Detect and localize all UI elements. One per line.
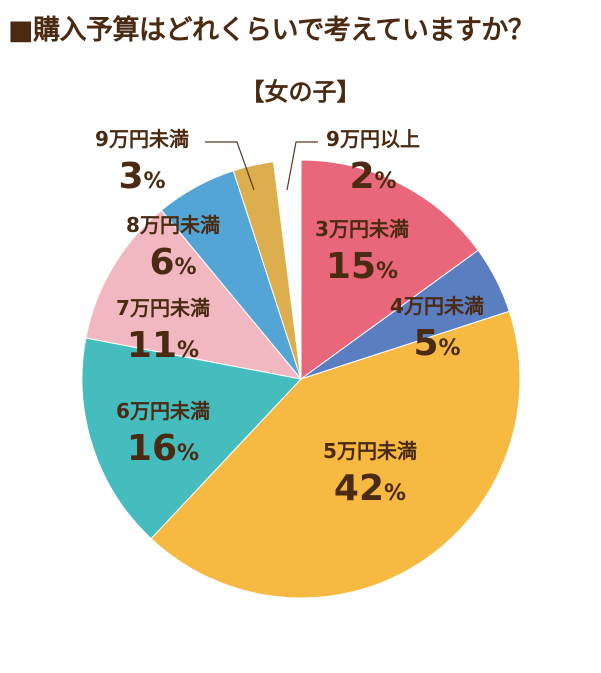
slice-label: 8万円未満 bbox=[126, 213, 220, 237]
pie-slices bbox=[81, 159, 521, 599]
slice-label: 7万円未満 bbox=[116, 296, 210, 320]
slice-labels: 3万円未満 15% 4万円未満 5% 5万円未満 42% 6万円未満 16% 7万円未満 11% 8… bbox=[95, 127, 484, 509]
slice-label: 4万円未満 bbox=[390, 294, 484, 318]
slice-label: 9万円未満 bbox=[95, 127, 189, 151]
chart-subtitle: 【女の子】 bbox=[240, 78, 361, 106]
slice-percent-label: 3% bbox=[118, 156, 165, 197]
slice-percent-label: 5% bbox=[413, 323, 460, 364]
slice-percent-label: 15% bbox=[326, 246, 398, 287]
slice-label: 3万円未満 bbox=[315, 217, 409, 241]
slice-percent-label: 2% bbox=[349, 156, 396, 197]
chart-title: ■購入予算はどれくらいで考えていますか？ bbox=[8, 15, 535, 46]
slice-percent-label: 11% bbox=[127, 325, 199, 366]
slice-label: 9万円以上 bbox=[326, 127, 420, 151]
slice-percent-label: 6% bbox=[149, 242, 196, 283]
pie-slice bbox=[150, 310, 521, 599]
pie-slice bbox=[300, 159, 479, 380]
leader-line bbox=[286, 141, 318, 191]
pie-slice bbox=[272, 159, 302, 380]
slice-label: 5万円未満 bbox=[323, 439, 417, 463]
leader-line bbox=[205, 141, 255, 191]
slice-percent-label: 16% bbox=[127, 428, 199, 469]
leader-lines bbox=[205, 141, 318, 191]
slice-label: 6万円未満 bbox=[116, 399, 210, 423]
pie-slice bbox=[85, 209, 303, 380]
slice-percent-label: 42% bbox=[334, 468, 406, 509]
pie-slice bbox=[81, 337, 302, 540]
